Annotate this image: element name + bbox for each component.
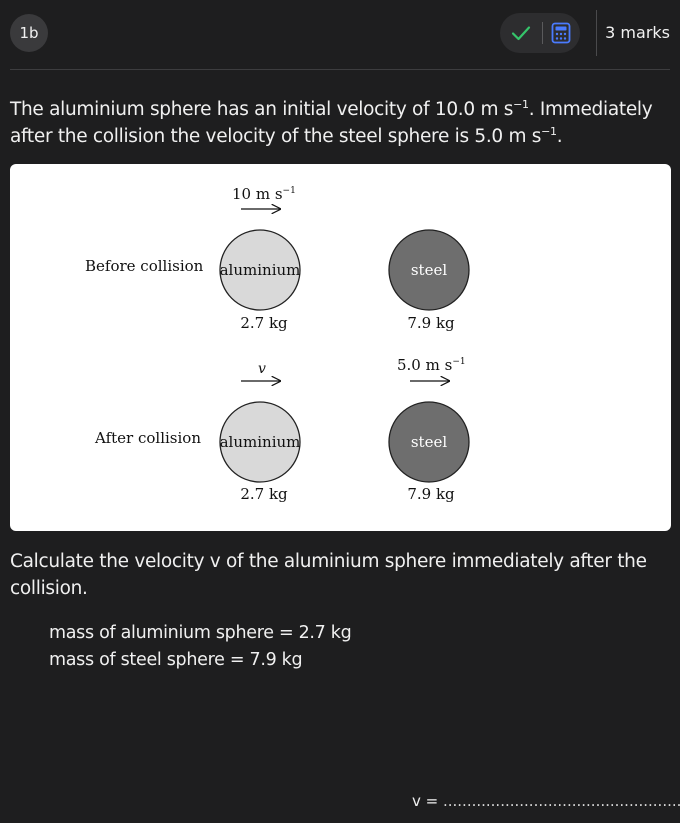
question-intro: The aluminium sphere has an initial velo… (10, 96, 675, 150)
before-aluminium-label: aluminium (220, 261, 301, 279)
after-aluminium-velocity: v (258, 361, 266, 377)
before-steel-mass: 7.9 kg (407, 314, 455, 332)
answer-dots[interactable]: ........................................… (442, 792, 680, 810)
after-steel-label: steel (411, 433, 447, 451)
check-icon[interactable] (510, 22, 532, 44)
given-values: mass of aluminium sphere = 2.7 kg mass o… (49, 620, 352, 674)
before-aluminium-velocity: 10 m s−1 (232, 185, 296, 203)
after-aluminium-label: aluminium (220, 433, 301, 451)
intro-sup-2: −1 (541, 124, 557, 138)
before-steel-label: steel (411, 261, 447, 279)
task-text: Calculate the velocity v of the aluminiu… (10, 551, 647, 599)
answer-label: v = (412, 792, 443, 810)
given-steel-mass: mass of steel sphere = 7.9 kg (49, 650, 303, 670)
intro-text-3: . (556, 126, 563, 147)
header-rule (10, 69, 670, 70)
marks-label: 3 marks (605, 23, 670, 42)
before-aluminium-sphere (219, 229, 301, 311)
header-divider (596, 10, 597, 56)
after-collision-label: After collision (94, 429, 201, 447)
before-collision-label: Before collision (85, 257, 204, 275)
after-steel-velocity: 5.0 m s−1 (397, 356, 466, 374)
calculator-icon[interactable] (551, 22, 571, 44)
question-number-badge: 1b (10, 14, 48, 52)
tools-pill (500, 13, 580, 53)
intro-text-2: . Immediately after the collision the ve… (10, 99, 653, 147)
answer-line[interactable]: v = ....................................… (412, 792, 680, 810)
collision-diagram: Before collision 10 m s−1 aluminium 2.7 … (10, 164, 671, 531)
before-steel-sphere (388, 229, 470, 311)
after-steel-sphere (388, 401, 470, 483)
after-steel-mass: 7.9 kg (407, 485, 455, 503)
tools-separator (542, 22, 543, 44)
intro-text-1: The aluminium sphere has an initial velo… (10, 99, 514, 120)
given-aluminium-mass: mass of aluminium sphere = 2.7 kg (49, 623, 352, 643)
after-aluminium-mass: 2.7 kg (240, 485, 288, 503)
intro-sup-1: −1 (513, 97, 529, 111)
after-aluminium-sphere (219, 401, 301, 483)
collision-diagram-svg: Before collision 10 m s−1 aluminium 2.7 … (85, 185, 470, 503)
before-aluminium-mass: 2.7 kg (240, 314, 288, 332)
